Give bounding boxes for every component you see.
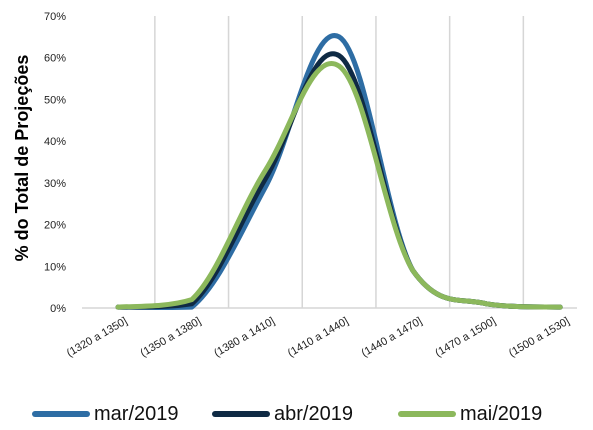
legend-item-series-2: abr/2019 bbox=[212, 400, 353, 428]
legend-label-series-2: abr/2019 bbox=[274, 402, 353, 425]
series-line-2 bbox=[115, 51, 563, 310]
legend-label-series-1: mar/2019 bbox=[94, 402, 179, 425]
legend-label-series-3: mai/2019 bbox=[460, 402, 543, 425]
y-tick-label: 30% bbox=[44, 178, 66, 190]
legend-swatch-series-2 bbox=[212, 411, 270, 417]
line-chart: % do Total de Projeções 0% 10% 20% 30% 40% 50… bbox=[12, 11, 577, 360]
grid bbox=[82, 16, 577, 309]
y-tick-label: 10% bbox=[44, 261, 66, 273]
legend: mar/2019 abr/2019 mai/2019 bbox=[0, 400, 593, 428]
y-tick-labels: 0% 10% 20% 30% 40% 50% 60% 70% bbox=[44, 11, 66, 315]
legend-item-series-3: mai/2019 bbox=[398, 400, 542, 428]
series-line-3 bbox=[115, 61, 563, 310]
y-tick-label: 0% bbox=[50, 303, 66, 315]
x-tick-label: (1440 a 1470] bbox=[360, 315, 425, 359]
y-axis-label: % do Total de Projeções bbox=[12, 55, 32, 262]
y-tick-label: 40% bbox=[44, 136, 66, 148]
legend-item-series-1: mar/2019 bbox=[32, 400, 179, 428]
series-line-1 bbox=[115, 33, 563, 311]
y-tick-label: 70% bbox=[44, 11, 66, 23]
x-tick-label: (1470 a 1500] bbox=[433, 315, 498, 359]
x-tick-labels: (1320 a 1350] (1350 a 1380] (1380 a 1410](… bbox=[65, 315, 572, 359]
legend-swatch-series-3 bbox=[398, 411, 456, 417]
x-tick-label: (1320 a 1350] bbox=[65, 315, 130, 359]
y-tick-label: 50% bbox=[44, 94, 66, 106]
y-tick-label: 60% bbox=[44, 53, 66, 65]
x-tick-label: (1410 a 1440] bbox=[286, 315, 351, 359]
x-tick-label: (1380 a 1410] bbox=[212, 315, 277, 359]
x-tick-label: (1500 a 1530] bbox=[507, 315, 572, 359]
x-tick-label: (1350 a 1380] bbox=[138, 315, 203, 359]
y-tick-label: 20% bbox=[44, 220, 66, 232]
series-lines bbox=[115, 33, 563, 311]
legend-swatch-series-1 bbox=[32, 411, 90, 417]
